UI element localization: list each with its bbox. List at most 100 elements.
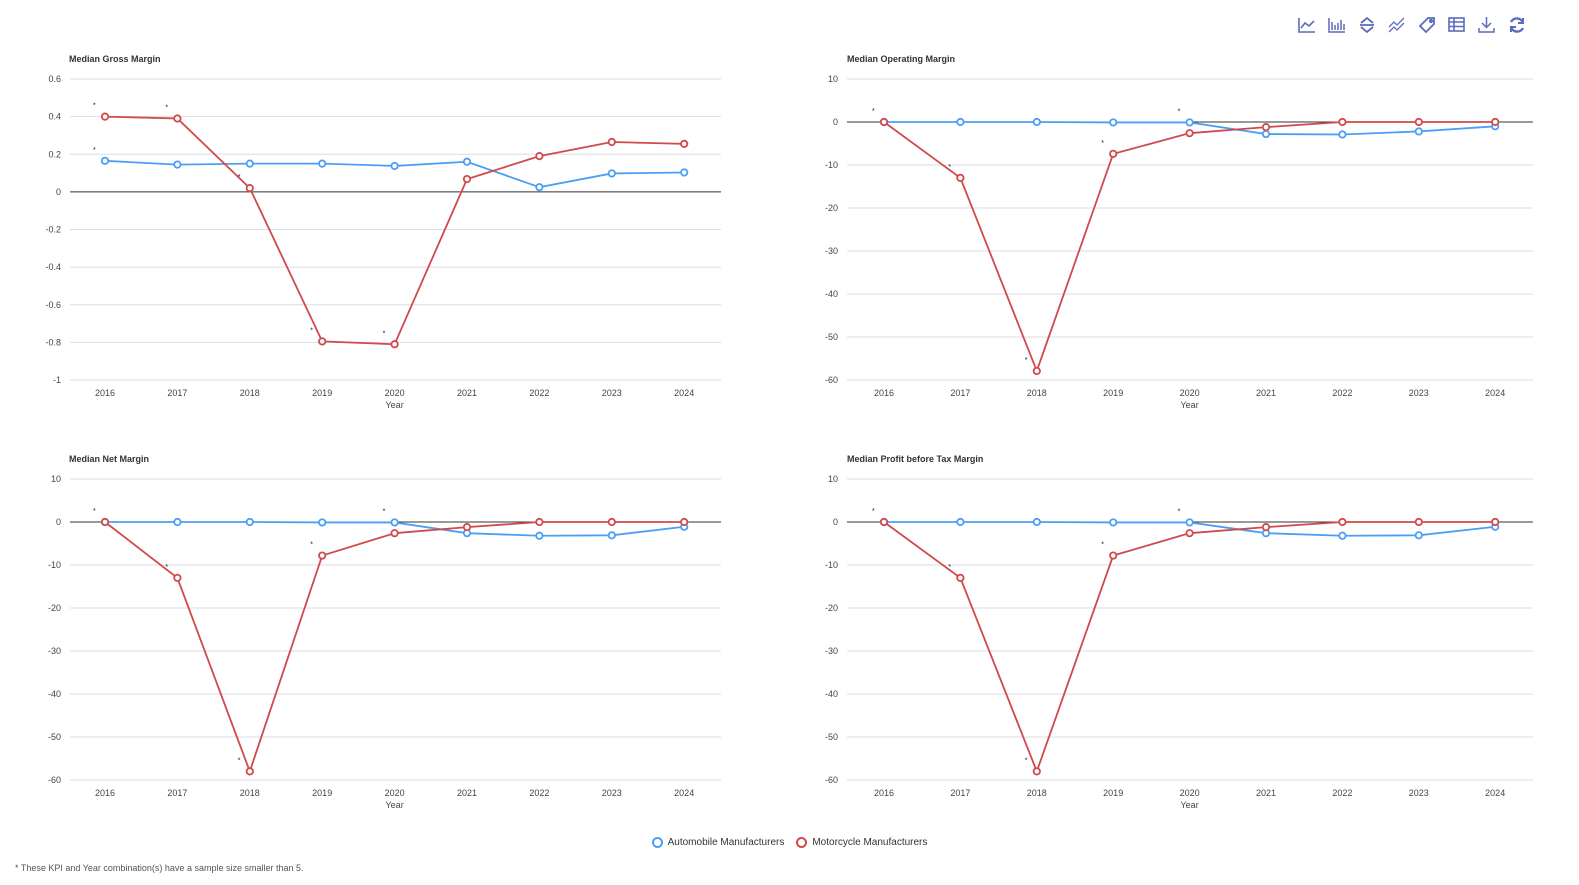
data-point-auto <box>1338 130 1347 139</box>
x-tick-label: 2022 <box>1332 388 1352 398</box>
expand-collapse-icon[interactable] <box>1356 14 1377 35</box>
data-point-auto <box>1185 118 1194 127</box>
data-point-auto <box>318 159 327 168</box>
data-point-auto <box>1338 531 1347 540</box>
x-axis-label: Year <box>386 400 404 410</box>
refresh-icon[interactable] <box>1506 14 1527 35</box>
x-tick-label: 2020 <box>385 788 405 798</box>
x-tick-label: 2022 <box>529 388 549 398</box>
series-line-moto <box>883 521 1496 774</box>
data-point-moto <box>680 517 689 527</box>
y-tick-label: 0 <box>56 187 61 197</box>
footnote: * These KPI and Year combination(s) have… <box>15 863 304 873</box>
small-sample-marker: * <box>1178 508 1181 515</box>
data-point-moto <box>1032 767 1041 776</box>
y-tick-label: 0.4 <box>48 112 61 122</box>
data-point-moto <box>100 517 110 527</box>
chart-4: Median Profit before Tax Margin 10 0 -10 -20… <box>825 454 1533 810</box>
y-tick-label: -20 <box>48 603 61 613</box>
data-point-auto <box>245 159 254 168</box>
x-tick-label: 2017 <box>950 788 970 798</box>
data-point-auto <box>607 169 616 178</box>
data-point-auto <box>462 157 472 166</box>
data-point-auto <box>1032 517 1041 527</box>
y-tick-label: -10 <box>48 560 61 570</box>
y-tick-label: 0.2 <box>48 149 61 159</box>
y-tick-label: 10 <box>828 74 838 84</box>
y-tick-label: -40 <box>825 689 838 699</box>
x-tick-label: 2023 <box>1409 788 1429 798</box>
x-tick-label: 2022 <box>529 788 549 798</box>
x-tick-label: 2024 <box>1485 388 1505 398</box>
data-point-auto <box>173 160 182 169</box>
chart-title: Median Net Margin <box>69 454 149 464</box>
small-sample-marker: * <box>383 330 386 337</box>
small-sample-marker: * <box>310 542 313 549</box>
data-point-moto <box>1261 123 1271 132</box>
chart-title: Median Profit before Tax Margin <box>847 454 983 464</box>
data-point-moto <box>680 139 689 149</box>
bar-chart-icon[interactable] <box>1326 14 1347 35</box>
x-tick-label: 2024 <box>1485 788 1505 798</box>
data-point-auto <box>680 168 689 177</box>
x-tick-label: 2023 <box>602 388 622 398</box>
data-point-moto <box>318 337 327 346</box>
data-point-moto <box>1261 523 1271 532</box>
data-point-moto <box>462 174 472 184</box>
data-point-moto <box>390 340 399 349</box>
data-point-auto <box>318 518 327 527</box>
legend-item-auto[interactable]: Automobile Manufacturers <box>651 837 784 848</box>
chart-3: Median Net Margin 10 0 -10 -20 -30 -40 -50 -60 20… <box>48 454 721 810</box>
data-point-moto <box>1414 117 1423 127</box>
tag-icon[interactable] <box>1416 14 1437 35</box>
y-tick-label: -50 <box>825 332 838 342</box>
series-line-moto <box>883 121 1496 374</box>
small-sample-marker: * <box>383 508 386 515</box>
data-point-auto <box>535 183 544 192</box>
x-tick-label: 2018 <box>240 788 260 798</box>
chart-2: Median Operating Margin 10 0 -10 -20 -30 -40 -5… <box>825 54 1533 410</box>
data-point-moto <box>1032 366 1041 376</box>
data-point-auto <box>173 517 182 527</box>
small-sample-marker: * <box>238 174 241 181</box>
data-point-moto <box>462 523 472 532</box>
download-icon[interactable] <box>1476 14 1497 35</box>
line-chart-icon[interactable] <box>1296 14 1317 35</box>
x-tick-label: 2016 <box>874 388 894 398</box>
x-tick-label: 2021 <box>1256 388 1276 398</box>
data-point-moto <box>100 112 110 121</box>
small-sample-marker: * <box>872 508 875 515</box>
data-point-auto <box>1414 531 1423 540</box>
small-sample-marker: * <box>93 103 96 110</box>
table-icon[interactable] <box>1446 14 1467 35</box>
y-tick-label: 0 <box>833 517 838 527</box>
x-tick-label: 2023 <box>602 788 622 798</box>
small-sample-marker: * <box>165 564 168 571</box>
data-point-auto <box>1109 118 1118 127</box>
legend-item-moto[interactable]: Motorcycle Manufacturers <box>796 837 927 848</box>
data-point-auto <box>1185 518 1194 527</box>
y-tick-label: 0.6 <box>48 74 61 84</box>
x-tick-label: 2018 <box>1027 788 1047 798</box>
y-tick-label: -0.8 <box>45 337 61 347</box>
small-sample-marker: * <box>1101 542 1104 549</box>
data-point-moto <box>1338 117 1347 127</box>
data-point-auto <box>390 518 399 527</box>
data-point-moto <box>1414 517 1423 527</box>
x-tick-label: 2020 <box>1180 388 1200 398</box>
compare-lines-icon[interactable] <box>1386 14 1407 35</box>
x-tick-label: 2016 <box>874 788 894 798</box>
chart-1: Median Gross Margin 0.6 0.4 0.2 0 -0.2 -0.4 -0.… <box>45 54 721 410</box>
y-tick-label: -60 <box>825 375 838 385</box>
legend-marker-auto <box>651 837 663 848</box>
small-sample-marker: * <box>93 147 96 154</box>
data-point-moto <box>390 529 399 538</box>
small-sample-marker: * <box>238 757 241 764</box>
x-axis-label: Year <box>1181 800 1199 810</box>
x-tick-label: 2017 <box>167 788 187 798</box>
small-sample-marker: * <box>948 564 951 571</box>
y-tick-label: 10 <box>51 474 61 484</box>
data-point-auto <box>390 161 399 171</box>
y-tick-label: -40 <box>825 289 838 299</box>
